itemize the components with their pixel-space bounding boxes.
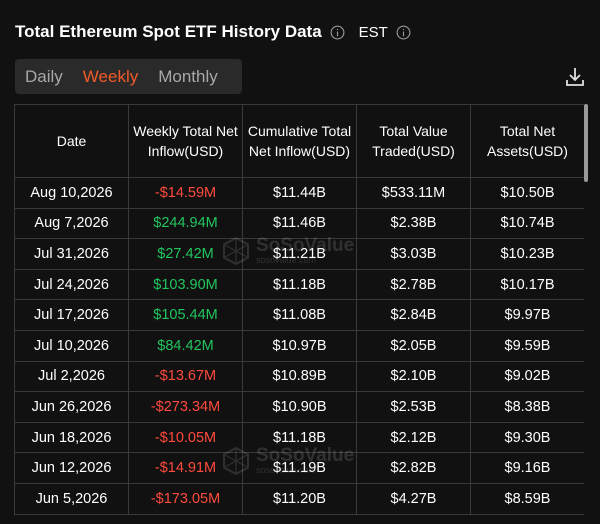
tab-daily[interactable]: Daily (25, 66, 63, 86)
period-tabs: Daily Weekly Monthly (15, 59, 242, 94)
cell-date: Jun 5,2026 (14, 482, 129, 515)
cell-weekly-inflow: $105.44M (128, 299, 243, 331)
cell-weekly-inflow: $103.90M (128, 268, 243, 301)
cell-date: Jun 12,2026 (14, 452, 129, 484)
table-row[interactable]: Jul 31,2026 $27.42M $11.21B $3.03B $10.23B (14, 238, 584, 270)
cell-cumulative-inflow: $10.90B (242, 391, 357, 423)
table-row[interactable]: Jul 10,2026 $84.42M $10.97B $2.05B $9.59B (14, 329, 584, 362)
tab-monthly[interactable]: Monthly (158, 66, 218, 86)
download-icon[interactable] (564, 66, 586, 88)
column-header-value-traded[interactable]: Total Value Traded(USD) (356, 104, 471, 178)
cell-cumulative-inflow: $10.89B (242, 360, 357, 393)
table-row[interactable]: Jul 24,2026 $103.90M $11.18B $2.78B $10.17B (14, 268, 584, 301)
cell-weekly-inflow: -$10.05M (128, 421, 243, 454)
cell-net-assets: $9.59B (470, 329, 584, 362)
table-header-row: Date Weekly Total Net Inflow(USD) Cumula… (14, 104, 584, 178)
cell-net-assets: $9.16B (470, 452, 584, 484)
cell-value-traded: $2.82B (356, 452, 471, 484)
cell-value-traded: $2.78B (356, 268, 471, 301)
cell-date: Aug 7,2026 (14, 207, 129, 240)
cell-value-traded: $3.03B (356, 238, 471, 270)
cell-weekly-inflow: $244.94M (128, 207, 243, 240)
table-row[interactable]: Jun 18,2026 -$10.05M $11.18B $2.12B $9.30B (14, 421, 584, 454)
cell-weekly-inflow: $84.42M (128, 329, 243, 362)
cell-date: Jun 18,2026 (14, 421, 129, 454)
cell-cumulative-inflow: $11.46B (242, 207, 357, 240)
table-row[interactable]: Jun 12,2026 -$14.91M $11.19B $2.82B $9.16B (14, 452, 584, 484)
table-row[interactable]: Aug 10,2026 -$14.59M $11.44B $533.11M $10.50… (14, 177, 584, 209)
cell-value-traded: $533.11M (356, 177, 471, 209)
cell-weekly-inflow: -$273.34M (128, 391, 243, 423)
timezone-label: EST (358, 23, 388, 41)
cell-cumulative-inflow: $11.44B (242, 177, 357, 209)
cell-cumulative-inflow: $10.97B (242, 329, 357, 362)
page-title: Total Ethereum Spot ETF History Data (15, 22, 322, 41)
cell-net-assets: $8.38B (470, 391, 584, 423)
cell-value-traded: $2.05B (356, 329, 471, 362)
cell-value-traded: $2.53B (356, 391, 471, 423)
cell-cumulative-inflow: $11.20B (242, 482, 357, 515)
cell-date: Jul 17,2026 (14, 299, 129, 331)
cell-net-assets: $10.17B (470, 268, 584, 301)
cell-net-assets: $9.02B (470, 360, 584, 393)
column-header-date[interactable]: Date (14, 104, 129, 178)
table-scrollbar[interactable] (584, 104, 588, 182)
header: Total Ethereum Spot ETF History Data EST (15, 20, 411, 44)
history-table: Date Weekly Total Net Inflow(USD) Cumula… (14, 104, 584, 515)
cell-net-assets: $8.59B (470, 482, 584, 515)
cell-value-traded: $2.38B (356, 207, 471, 240)
cell-cumulative-inflow: $11.18B (242, 268, 357, 301)
cell-net-assets: $9.30B (470, 421, 584, 454)
cell-net-assets: $10.50B (470, 177, 584, 209)
tab-weekly[interactable]: Weekly (82, 66, 139, 86)
table-row[interactable]: Jun 5,2026 -$173.05M $11.20B $4.27B $8.59B (14, 482, 584, 515)
cell-net-assets: $10.23B (470, 238, 584, 270)
cell-cumulative-inflow: $11.21B (242, 238, 357, 270)
cell-date: Jul 2,2026 (14, 360, 129, 393)
cell-value-traded: $4.27B (356, 482, 471, 515)
table-row[interactable]: Jun 26,2026 -$273.34M $10.90B $2.53B $8.38B (14, 391, 584, 423)
table-row[interactable]: Jul 2,2026 -$13.67M $10.89B $2.10B $9.02B (14, 360, 584, 393)
table-body: Aug 10,2026 -$14.59M $11.44B $533.11M $10.50… (14, 177, 584, 515)
cell-weekly-inflow: -$173.05M (128, 482, 243, 515)
cell-cumulative-inflow: $11.08B (242, 299, 357, 331)
column-header-net-assets[interactable]: Total Net Assets(USD) (470, 104, 584, 178)
table-row[interactable]: Jul 17,2026 $105.44M $11.08B $2.84B $9.97B (14, 299, 584, 331)
cell-net-assets: $10.74B (470, 207, 584, 240)
cell-value-traded: $2.10B (356, 360, 471, 393)
cell-value-traded: $2.12B (356, 421, 471, 454)
cell-date: Jul 24,2026 (14, 268, 129, 301)
column-header-weekly-inflow[interactable]: Weekly Total Net Inflow(USD) (128, 104, 243, 178)
cell-cumulative-inflow: $11.19B (242, 452, 357, 484)
cell-weekly-inflow: -$14.91M (128, 452, 243, 484)
cell-date: Jun 26,2026 (14, 391, 129, 423)
cell-date: Jul 31,2026 (14, 238, 129, 270)
cell-net-assets: $9.97B (470, 299, 584, 331)
table-row[interactable]: Aug 7,2026 $244.94M $11.46B $2.38B $10.74B (14, 207, 584, 240)
cell-weekly-inflow: -$13.67M (128, 360, 243, 393)
cell-weekly-inflow: $27.42M (128, 238, 243, 270)
history-table-container: Date Weekly Total Net Inflow(USD) Cumula… (14, 104, 584, 524)
cell-weekly-inflow: -$14.59M (128, 177, 243, 209)
cell-cumulative-inflow: $11.18B (242, 421, 357, 454)
timezone-info-icon[interactable] (396, 25, 411, 40)
cell-date: Aug 10,2026 (14, 177, 129, 209)
cell-date: Jul 10,2026 (14, 329, 129, 362)
info-circle-icon[interactable] (330, 25, 345, 40)
column-header-cumulative-inflow[interactable]: Cumulative Total Net Inflow(USD) (242, 104, 357, 178)
cell-value-traded: $2.84B (356, 299, 471, 331)
